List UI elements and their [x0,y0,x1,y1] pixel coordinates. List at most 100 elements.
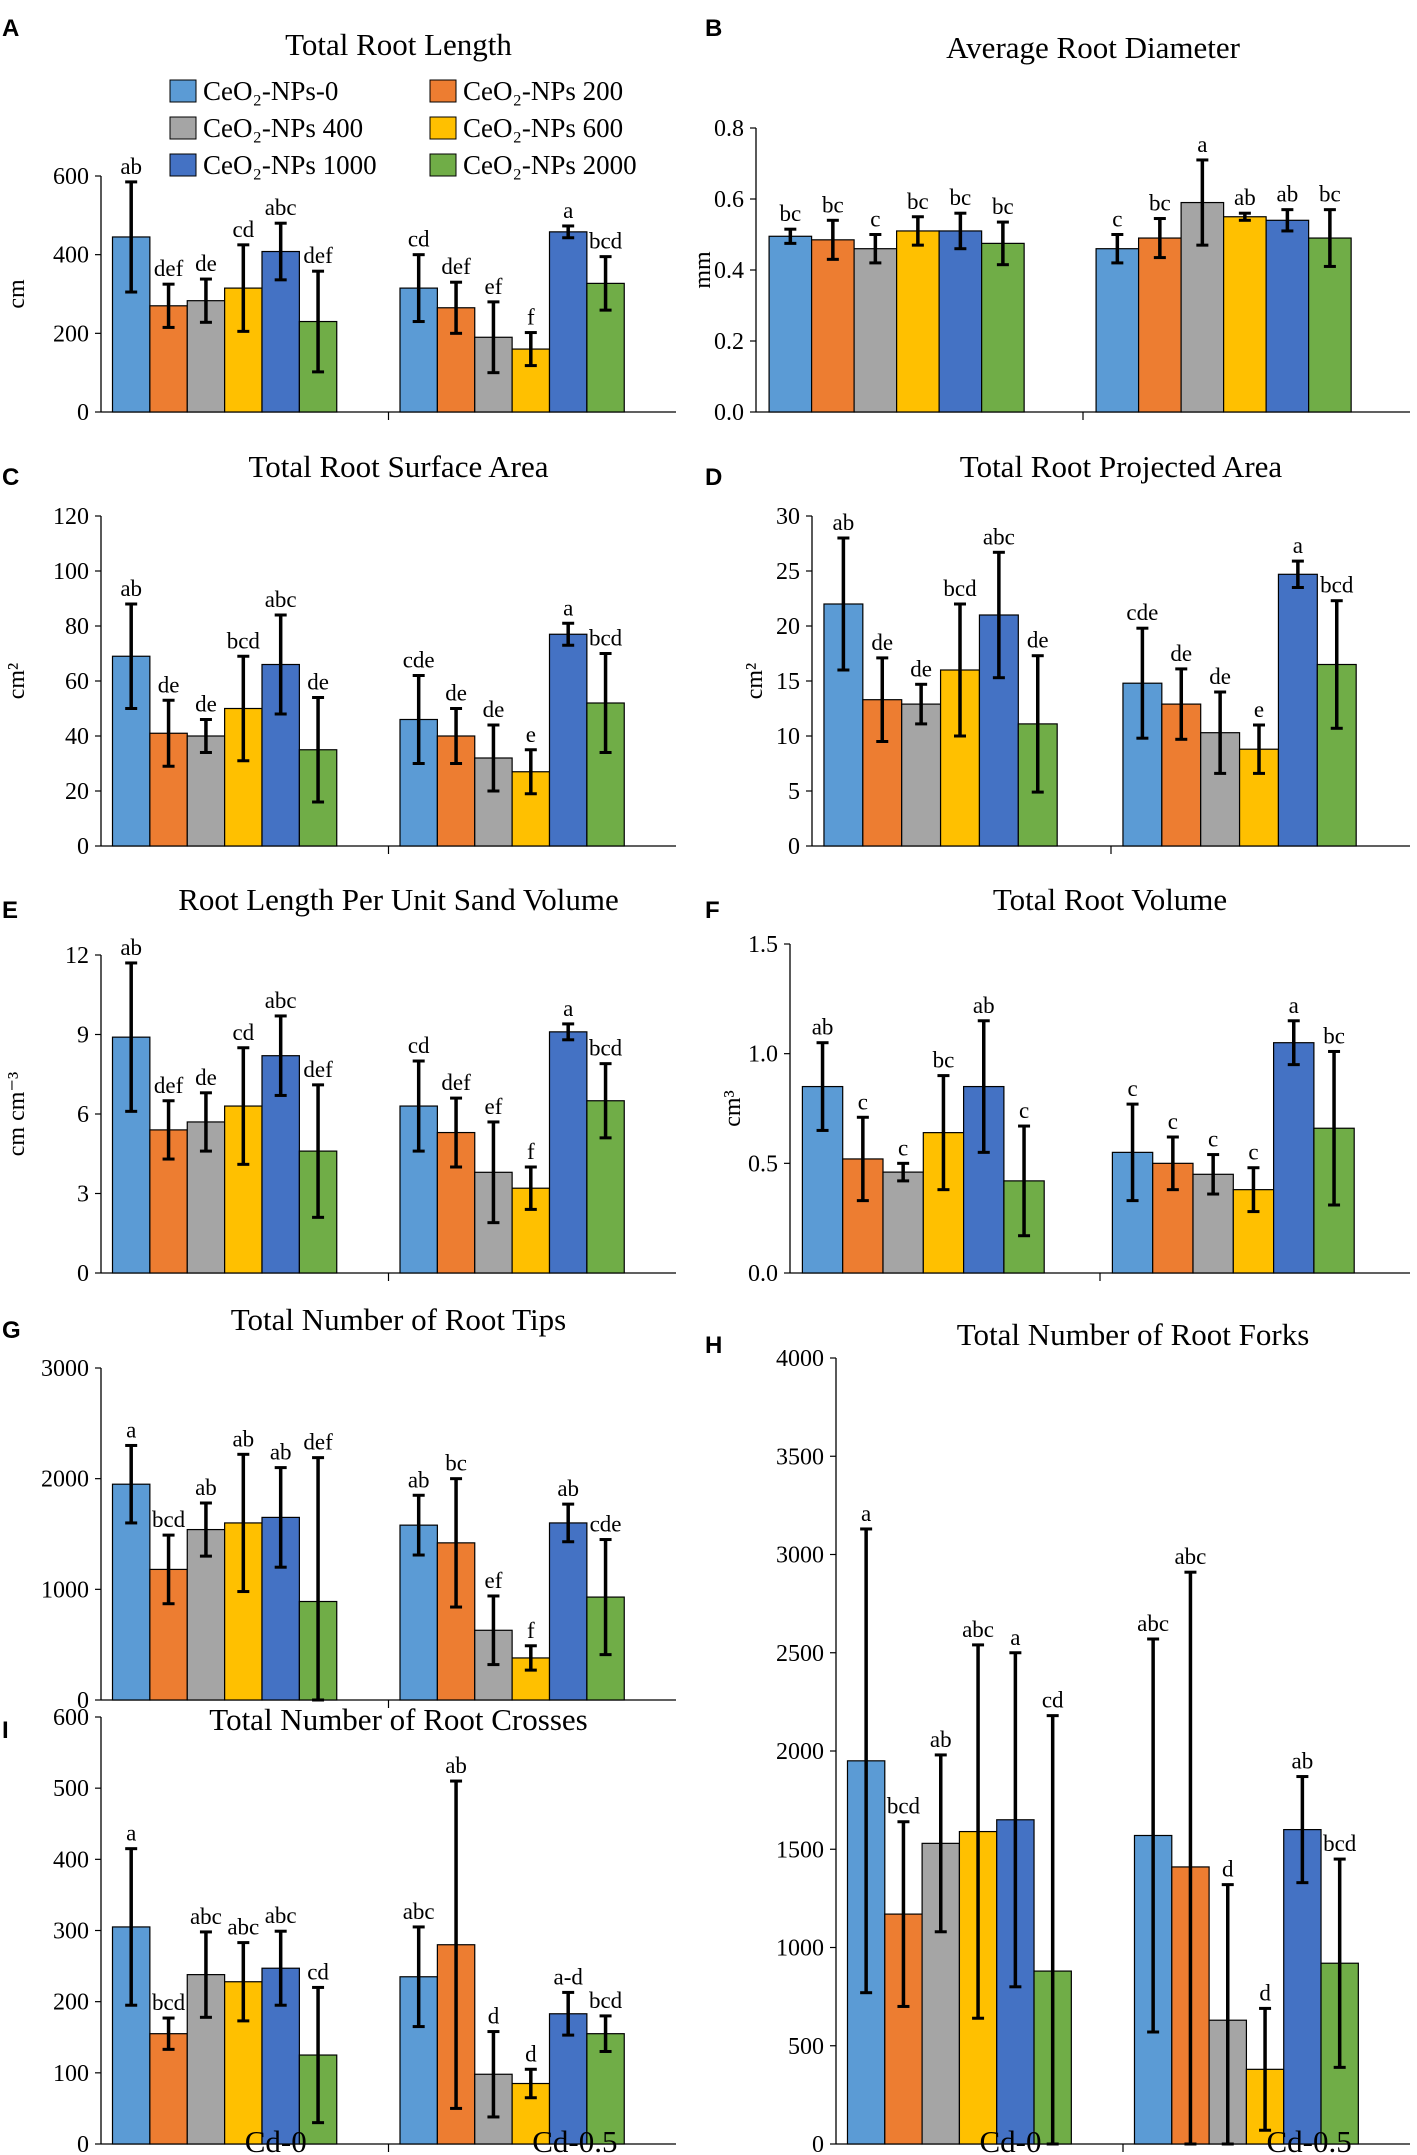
significance-letter: a [1197,132,1207,157]
significance-letter: c [1168,1109,1178,1134]
significance-letter: ab [195,1475,217,1500]
significance-letter: cd [307,1959,329,1984]
significance-letter: ab [930,1727,952,1752]
significance-letter: de [445,681,467,706]
significance-letter: def [154,256,184,281]
y-axis-label: cm³ [720,1090,746,1127]
x-group-label: Cd-0 [980,2124,1042,2155]
significance-letter: de [1027,628,1049,653]
significance-letter: de [158,672,180,697]
panel-title: Total Root Projected Area [960,449,1283,484]
significance-letter: def [303,1430,333,1455]
y-tick-label: 2500 [776,1641,824,1667]
significance-letter: a [126,1417,136,1442]
significance-letter: bcd [589,229,623,254]
significance-letter: ab [1234,185,1256,210]
significance-letter: d [1259,1980,1271,2005]
significance-letter: abc [962,1617,994,1642]
legend-label: CeO₂-NPs 400 [203,113,363,143]
significance-letter: bcd [227,628,261,653]
significance-letter: cd [232,217,254,242]
significance-letter: bcd [589,1036,623,1061]
legend-item: CeO₂-NPs 2000 [429,150,637,180]
y-tick-label: 60 [65,669,89,695]
significance-letter: bcd [943,576,977,601]
panel-i: I Total Number of Root Crosses 0 100 200 300 4… [2,1702,676,2155]
y-tick-label: 80 [65,614,89,640]
y-tick-label: 40 [65,724,89,750]
y-tick-label: 2000 [776,1739,824,1765]
significance-letter: ab [445,1753,467,1778]
panel-label: C [2,464,19,491]
panel-title: Total Root Length [285,27,512,62]
significance-letter: de [910,656,932,681]
significance-letter: bc [907,189,929,214]
significance-letter: ef [485,1094,503,1119]
panel-f: F Total Root Volume0.00.51.01.5cm³abccbca… [705,882,1410,1287]
y-tick-label: 2000 [41,1467,89,1493]
significance-letter: abc [265,195,297,220]
significance-letter: abc [1174,1544,1206,1569]
panel-h: H Total Number of Root Forks 0 500 1000 1500 2… [705,1317,1410,2155]
bar [186,735,226,847]
panel-label: E [2,897,18,924]
significance-letter: a [1293,533,1303,558]
significance-letter: cd [232,1020,254,1045]
y-tick-label: 100 [53,2061,89,2087]
significance-letter: c [870,207,880,232]
y-tick-label: 1000 [776,1936,824,1962]
legend-swatch [169,153,197,177]
y-tick-label: 120 [53,504,89,530]
y-tick-label: 500 [53,1776,89,1802]
significance-letter: abc [403,1899,435,1924]
legend-item: CeO₂-NPs 1000 [169,150,377,180]
significance-letter: a [126,1821,136,1846]
legend-item: CeO₂-NPs-0 [169,76,338,106]
y-tick-label: 4000 [776,1346,824,1372]
bar [882,1171,924,1274]
significance-letter: bcd [1320,573,1354,598]
x-group-label: Cd-0 [245,2124,307,2155]
significance-letter: abc [227,1915,259,1940]
y-tick-label: 500 [788,2034,824,2060]
bar [548,1522,588,1701]
bar [1223,216,1267,413]
panel-title: Total Root Volume [993,882,1227,917]
legend-label: CeO₂-NPs-0 [203,76,338,106]
y-axis-label: mm [690,251,716,289]
bar [853,248,898,413]
panel-b: B Average Root Diameter 0.0 0.2 0.4 0.6 0.8 mm b… [690,15,1410,426]
significance-letter: def [303,1057,333,1082]
legend-label: CeO₂-NPs 2000 [463,150,637,180]
legend: CeO₂-NPs-0 CeO₂-NPs 200 CeO₂-NPs 400 CeO₂-N… [169,76,637,180]
y-tick-label: 3500 [776,1444,824,1470]
bar [896,230,940,413]
significance-letter: abc [265,988,297,1013]
significance-letter: abc [265,1903,297,1928]
panel-title: Total Number of Root Tips [231,1302,566,1337]
y-tick-label: 1500 [776,1837,824,1863]
significance-letter: bcd [589,626,623,651]
significance-letter: ab [557,1476,579,1501]
significance-letter: ab [1277,182,1299,207]
significance-letter: def [303,243,333,268]
panel-label: B [705,15,722,42]
y-tick-label: 1.0 [748,1042,778,1068]
y-tick-label: 200 [53,321,89,347]
legend-swatch [429,153,457,177]
significance-letter: bcd [152,1507,186,1532]
panel-e: E Root Length Per Unit Sand Volume 0 3 6 9 12 c… [2,882,676,1287]
y-tick-label: 0 [77,1688,89,1714]
y-tick-label: 12 [65,943,89,969]
y-tick-label: 3000 [776,1543,824,1569]
bar [548,231,588,413]
legend-swatch [169,116,197,140]
y-tick-label: 600 [53,1705,89,1731]
y-tick-label: 400 [53,1847,89,1873]
significance-letter: bc [1319,182,1341,207]
significance-letter: f [527,1618,535,1643]
significance-letter: ab [833,510,855,535]
panel-label: H [705,1332,722,1359]
